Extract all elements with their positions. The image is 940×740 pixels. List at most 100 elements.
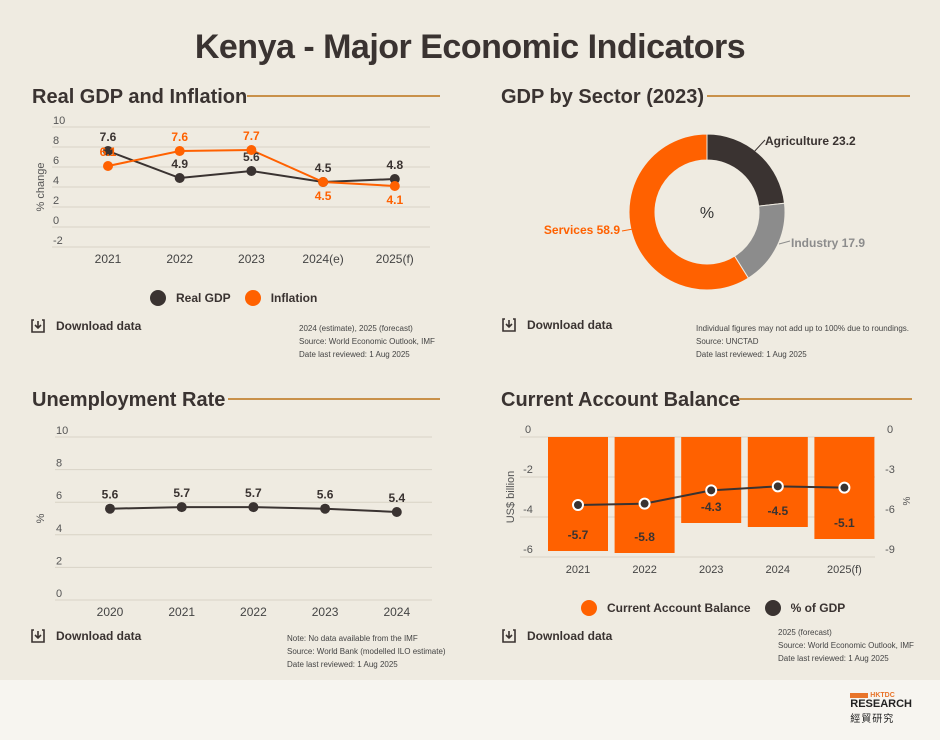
gdp-inflation-chart: 10 8 6 4 2 0 -2 % change 2021 2022 2023 2024(e) 2025… [35, 115, 430, 266]
x-tick-label: 2022 [166, 252, 193, 266]
current-account-chart: 0 -2 -4 -6 0 -3 -6 -9 US$ billion % -5.7 2021 -5.8 20… [505, 424, 913, 576]
note-line: Source: World Economic Outlook, IMF [778, 641, 914, 650]
note-line: Note: No data available from the IMF [287, 634, 418, 643]
y-tick-label: 4 [53, 175, 59, 187]
download-data-button[interactable]: Download data [501, 317, 612, 333]
logo-hk: HKTDC [870, 692, 895, 699]
pct-gdp-point [572, 499, 584, 511]
footer-band [0, 680, 940, 740]
x-tick-label: 2021 [566, 564, 590, 576]
section-divider [739, 398, 912, 400]
y-tick-label: 10 [53, 115, 65, 127]
legend-dot-cab [581, 600, 597, 616]
y-tick-label: 2 [53, 195, 59, 207]
data-point [174, 173, 185, 183]
sector-notes: Individual figures may not add up to 100… [696, 322, 909, 361]
bar-label: -4.3 [701, 500, 722, 514]
bar-label: -5.1 [834, 516, 855, 530]
y2-tick-label: -6 [885, 504, 895, 516]
data-point [248, 502, 259, 513]
legend-item-inflation[interactable]: Inflation [244, 290, 317, 306]
legend-item-real-gdp[interactable]: Real GDP [150, 290, 231, 306]
gdp-sector-donut-chart: % Agriculture 23.2 Industry 17.9 Services 5… [544, 133, 865, 290]
bar-label: -5.7 [568, 528, 589, 542]
x-tick-label: 2021 [168, 605, 195, 619]
y-tick-label: -4 [523, 504, 533, 516]
slice-label: Industry 17.9 [791, 236, 865, 250]
data-point [389, 174, 400, 184]
y-tick-label: 0 [525, 424, 531, 436]
x-tick-label: 2024 [766, 564, 790, 576]
data-label: 5.6 [317, 488, 334, 502]
data-point [176, 502, 187, 513]
x-tick-label: 2024 [383, 605, 410, 619]
y-tick-label: -6 [523, 544, 533, 556]
download-icon [31, 319, 45, 333]
legend-item-cab[interactable]: Current Account Balance [581, 600, 751, 616]
legend-dot-real-gdp [150, 290, 166, 306]
page-title: Kenya - Major Economic Indicators [194, 28, 746, 66]
download-data-button[interactable]: Download data [501, 628, 612, 644]
slice-label: Services 58.9 [544, 223, 620, 237]
x-tick-label: 2023 [699, 564, 723, 576]
slice-label: Agriculture 23.2 [765, 134, 856, 148]
x-tick-label: 2023 [238, 252, 265, 266]
y-tick-label: -2 [523, 464, 533, 476]
download-icon [502, 318, 516, 332]
logo-research: RESEARCH [850, 698, 912, 710]
y2-tick-label: -3 [885, 464, 895, 476]
download-data-button[interactable]: Download data [30, 628, 141, 644]
data-label: 5.6 [243, 150, 260, 164]
cab-legend: Current Account Balance % of GDP [581, 600, 859, 616]
x-tick-label: 2022 [240, 605, 267, 619]
logo-mark-icon [850, 692, 869, 698]
y2-tick-label: -9 [885, 544, 895, 556]
unemployment-notes: Note: No data available from the IMF Sou… [287, 632, 446, 671]
y-tick-label: 2 [56, 555, 62, 567]
x-tick-label: 2024(e) [302, 252, 343, 266]
data-label: 5.4 [388, 491, 405, 505]
data-label: 4.8 [386, 158, 403, 172]
data-label: 5.6 [102, 488, 119, 502]
leader-line [621, 228, 634, 232]
y-axis-label: US$ billion [505, 471, 517, 524]
legend-item-pct-gdp[interactable]: % of GDP [764, 600, 846, 616]
data-point [389, 181, 400, 191]
bar [614, 437, 675, 553]
data-point [103, 161, 113, 171]
data-label: 6.1 [100, 145, 117, 159]
pct-gdp-point [771, 480, 784, 493]
note-line: 2025 (forecast) [778, 628, 832, 637]
y-axis-label: % [35, 513, 47, 523]
bar [548, 437, 608, 551]
note-line: Individual figures may not add up to 100… [696, 324, 910, 333]
section-divider [707, 95, 910, 97]
y2-axis-label: % [902, 496, 913, 505]
y-tick-label: 4 [56, 523, 62, 535]
data-label: 4.9 [171, 157, 188, 171]
data-label: 4.5 [315, 189, 332, 203]
note-line: Source: World Bank (modelled ILO estimat… [287, 647, 446, 656]
pie-slice-industry [733, 202, 786, 279]
data-point [391, 506, 402, 517]
download-label: Download data [527, 629, 613, 643]
bar-label: -5.8 [634, 530, 655, 544]
section-divider [228, 398, 440, 400]
data-label: 5.7 [173, 486, 190, 500]
note-line: Date last reviewed: 1 Aug 2025 [696, 350, 807, 359]
y2-tick-label: 0 [887, 424, 893, 436]
x-tick-label: 2021 [95, 252, 122, 266]
legend-dot-pct-gdp [764, 600, 781, 616]
pie-slice-services [628, 133, 750, 290]
y-axis-label: % change [35, 163, 47, 212]
pct-gdp-point [838, 481, 851, 494]
download-data-button[interactable]: Download data [30, 318, 141, 334]
data-label: 7.6 [100, 130, 117, 144]
legend-dot-inflation [244, 290, 261, 306]
data-label: 7.6 [171, 130, 188, 144]
y-tick-label: 6 [53, 155, 59, 167]
download-label: Download data [56, 319, 142, 333]
legend-label: % of GDP [790, 601, 846, 615]
cab-notes: 2025 (forecast) Source: World Economic O… [778, 626, 914, 665]
logo-chinese: 經貿研究 [850, 714, 895, 725]
